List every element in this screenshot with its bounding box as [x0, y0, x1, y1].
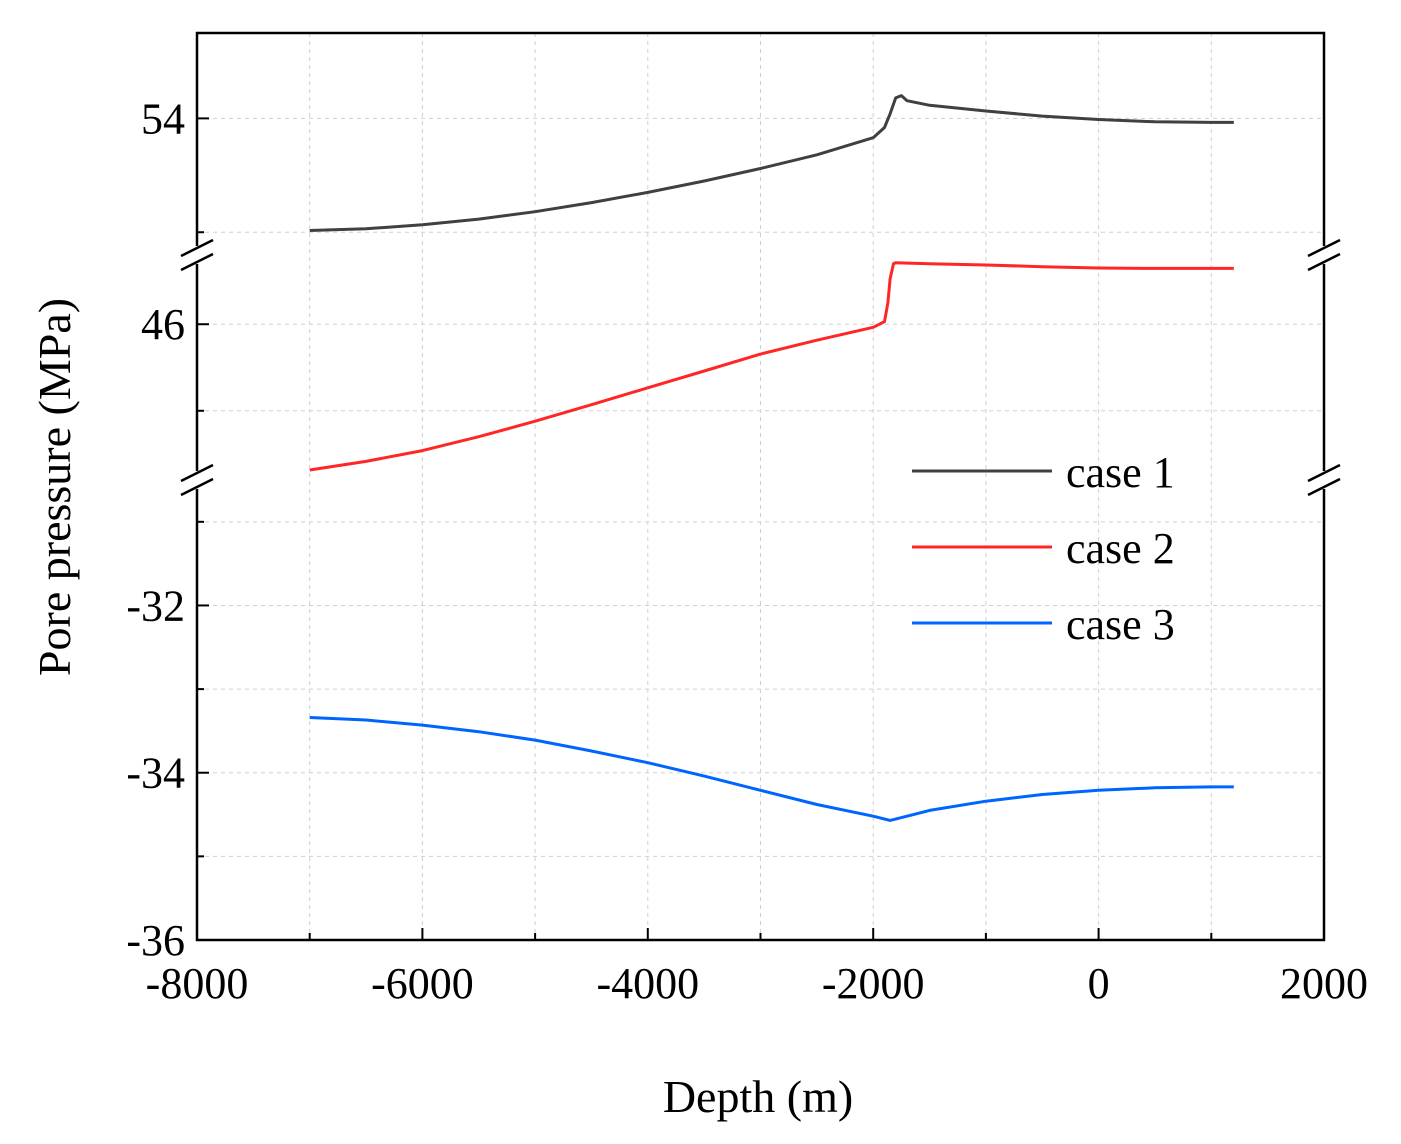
axis-break-mark [180, 463, 214, 483]
y-tick-label: -36 [126, 916, 185, 965]
axis-break-mark [1307, 238, 1341, 258]
axis-break-gap [177, 471, 217, 489]
x-tick-label: 2000 [1280, 959, 1368, 1008]
series-layer [309, 94, 1234, 822]
legend: case 1 case 2 case 3 [912, 448, 1175, 649]
ticks: -8000 -6000 -4000 -2000 0 2000 54 46 -36 -34 -32 [126, 94, 1368, 1008]
y-tick-label: 54 [141, 94, 185, 143]
axis-break-gap [1304, 471, 1344, 489]
legend-label: case 1 [1066, 448, 1175, 497]
axis-break-mark [180, 238, 214, 258]
axis-break-mark [180, 252, 214, 272]
legend-label: case 3 [1066, 600, 1175, 649]
series-line-case-3 [309, 716, 1234, 822]
legend-label: case 2 [1066, 524, 1175, 573]
x-tick-label: 0 [1088, 959, 1110, 1008]
x-tick-label: -4000 [596, 959, 699, 1008]
y-tick-label: -34 [126, 749, 185, 798]
series-line-case-2 [309, 261, 1234, 472]
axis-break-mark [1307, 463, 1341, 483]
x-tick-label: -2000 [822, 959, 925, 1008]
x-tick-label: -8000 [146, 959, 249, 1008]
axis-break-mark [1307, 477, 1341, 497]
axis-breaks [177, 238, 1344, 497]
axis-break-gap [177, 246, 217, 264]
axis-break-mark [180, 477, 214, 497]
y-axis-title: Pore pressure (MPa) [29, 298, 80, 676]
axis-break-mark [1307, 252, 1341, 272]
x-axis-title: Depth (m) [663, 1071, 853, 1122]
y-tick-label: -32 [126, 581, 185, 630]
y-tick-label: 46 [141, 300, 185, 349]
x-tick-label: -6000 [371, 959, 474, 1008]
axis-break-gap [1304, 246, 1344, 264]
series-line-case-1 [309, 94, 1234, 232]
